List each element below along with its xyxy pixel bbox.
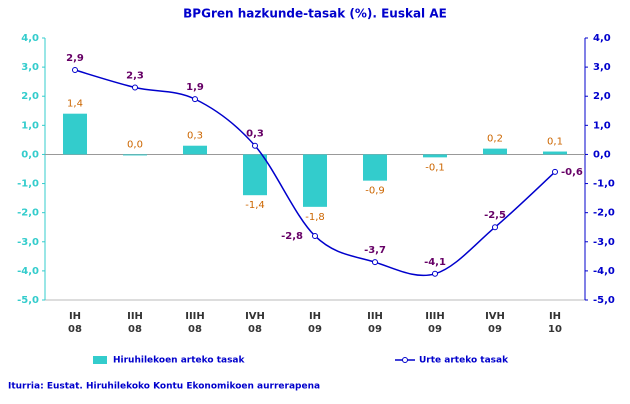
x-tick-label: IH [309, 311, 321, 322]
y-tick-label: 0,0 [21, 149, 39, 160]
bar-value-label: 0,2 [487, 134, 503, 145]
line-marker [372, 259, 378, 266]
x-tick-label: IIIH [425, 311, 445, 322]
y-tick-label: -5,0 [17, 295, 39, 306]
line-marker [192, 96, 198, 103]
x-tick-label: IVH [245, 311, 265, 322]
bar-value-label: -0,9 [365, 186, 385, 197]
x-tick-label: IVH [485, 311, 505, 322]
y-tick-label: 1,0 [21, 120, 39, 131]
x-tick-label: IIH [367, 311, 383, 322]
y2-tick-label: 0,0 [593, 149, 611, 160]
x-tick-label: 08 [128, 324, 142, 335]
bar [363, 154, 387, 181]
y-tick-label: -3,0 [17, 237, 39, 248]
x-tick-label: 09 [488, 324, 502, 335]
y2-tick-label: 3,0 [593, 62, 611, 73]
y-tick-label: -1,0 [17, 179, 39, 190]
bar-value-label: 0,1 [547, 137, 563, 148]
x-tick-label: IIH [127, 311, 143, 322]
x-tick-label: 09 [308, 324, 322, 335]
x-tick-label: 08 [188, 324, 202, 335]
line-marker [492, 224, 498, 231]
x-tick-label: IH [69, 311, 81, 322]
bar-value-label: 1,4 [67, 99, 83, 110]
legend-swatch [93, 356, 107, 364]
line-value-label: 2,9 [66, 53, 84, 64]
bar [183, 145, 207, 155]
legend-marker [402, 357, 408, 363]
bar [543, 151, 567, 155]
line-value-label: -4,1 [424, 257, 446, 268]
legend-label: Urte arteko tasak [419, 356, 509, 366]
bar-value-label: -0,1 [425, 162, 445, 173]
line-value-label: -2,8 [281, 231, 303, 242]
bar-value-label: -1,8 [305, 212, 325, 223]
y2-tick-label: -2,0 [593, 208, 615, 219]
x-tick-label: 09 [428, 324, 442, 335]
y2-tick-label: -1,0 [593, 179, 615, 190]
bar-value-label: -1,4 [245, 200, 265, 211]
line-marker [432, 270, 438, 277]
x-tick-label: IIIH [185, 311, 205, 322]
bar [303, 154, 327, 207]
source: Iturria: Eustat. Hiruhilekoko Kontu Ekon… [8, 382, 320, 392]
y-tick-label: -2,0 [17, 208, 39, 219]
line-value-label: 0,3 [246, 129, 264, 140]
y-tick-label: 4,0 [21, 33, 39, 44]
line-marker [72, 67, 78, 74]
bar [243, 154, 267, 196]
bar-value-label: 0,0 [127, 139, 143, 150]
y2-tick-label: -4,0 [593, 266, 615, 277]
y2-tick-label: -3,0 [593, 237, 615, 248]
x-tick-label: IH [549, 311, 561, 322]
bar [483, 148, 507, 155]
line-value-label: 2,3 [126, 70, 144, 81]
x-tick-label: 10 [548, 324, 562, 335]
bar [123, 154, 147, 156]
y-tick-label: 2,0 [21, 91, 39, 102]
line-marker [552, 168, 558, 175]
bar [423, 154, 447, 158]
x-tick-label: 09 [368, 324, 382, 335]
line-value-label: -3,7 [364, 245, 386, 256]
line-value-label: 1,9 [186, 82, 204, 93]
bar-value-label: 0,3 [187, 131, 203, 142]
y2-tick-label: -5,0 [593, 295, 615, 306]
line-marker [312, 232, 318, 239]
y2-tick-label: 4,0 [593, 33, 611, 44]
y-tick-label: -4,0 [17, 266, 39, 277]
x-tick-label: 08 [248, 324, 262, 335]
line-value-label: -0,6 [561, 167, 583, 178]
y2-tick-label: 1,0 [593, 120, 611, 131]
line-marker [252, 142, 258, 149]
x-tick-label: 08 [68, 324, 82, 335]
line-value-label: -2,5 [484, 210, 506, 221]
line-marker [132, 84, 138, 91]
chart-title: BPGren hazkunde-tasak (%). Euskal AE [183, 7, 447, 21]
bar [63, 113, 87, 155]
legend-label: Hiruhilekoen arteko tasak [113, 356, 245, 366]
y2-tick-label: 2,0 [593, 91, 611, 102]
y-tick-label: 3,0 [21, 62, 39, 73]
